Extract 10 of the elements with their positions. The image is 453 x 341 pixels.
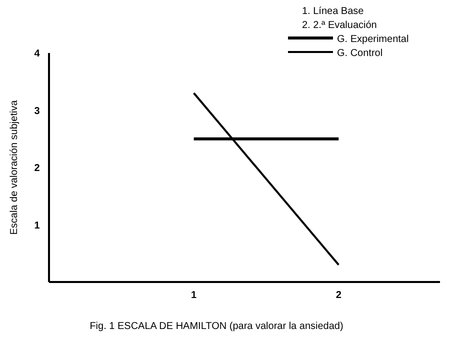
- y-tick-label: 3: [34, 106, 40, 117]
- y-tick-label: 4: [34, 48, 40, 60]
- y-axis-title: Escala de valoración subjetiva: [9, 100, 20, 235]
- y-tick-label: 2: [34, 163, 40, 174]
- text: 2. 2.ª Evaluación: [302, 20, 377, 31]
- y-tick-label: 1: [34, 220, 40, 232]
- text: 1. Línea Base: [302, 6, 364, 17]
- legend-label: G. Control: [337, 48, 383, 59]
- text: Fig. 1 ESCALA DE HAMILTON (para valorar la ansiedad): [90, 321, 344, 332]
- legend-label: G. Experimental: [337, 34, 409, 45]
